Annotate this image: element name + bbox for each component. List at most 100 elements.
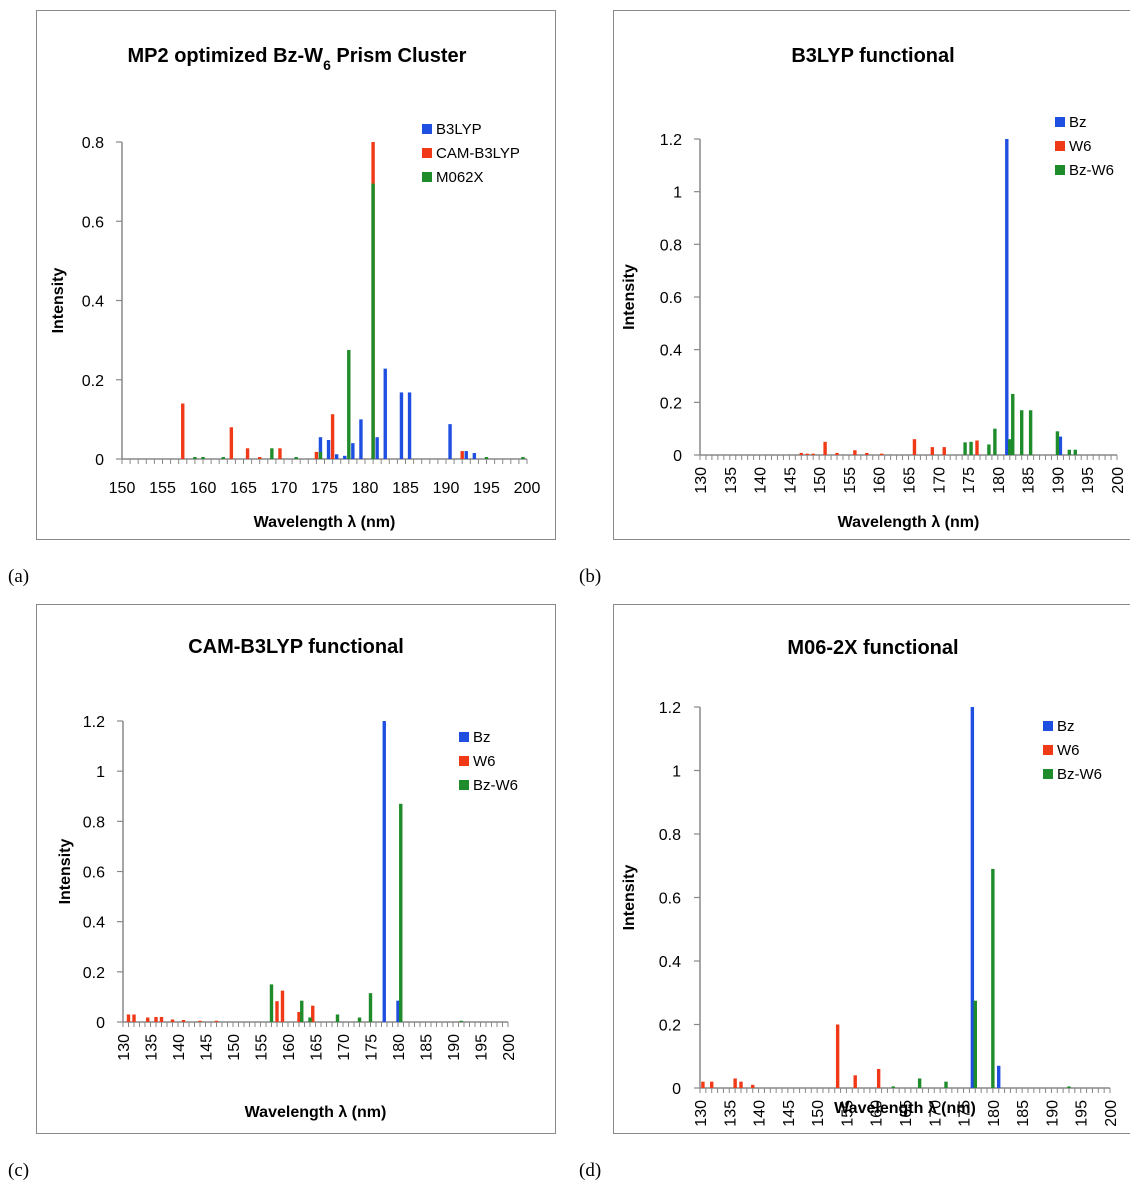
chart-c-legend-swatch xyxy=(459,732,469,742)
chart-c-bar-w6 xyxy=(126,1014,131,1022)
chart-d-bar-w6 xyxy=(876,1068,881,1088)
chart-d-bar-w6 xyxy=(835,1024,840,1088)
chart-c-x-tick-label: 180 xyxy=(391,1034,408,1061)
chart-b-y-tick-label: 0 xyxy=(673,448,682,465)
chart-a-bar-b3lyp xyxy=(383,368,387,459)
chart-b-bar-bz-w6 xyxy=(969,441,973,455)
chart-c-title: CAM-B3LYP functional xyxy=(188,636,404,658)
chart-c-bar-w6 xyxy=(297,1011,301,1022)
chart-c-bar-w6 xyxy=(280,990,285,1022)
chart-c-x-tick-label: 175 xyxy=(364,1034,381,1061)
chart-d-bar-bz xyxy=(970,707,975,1088)
chart-d-title: M06-2X functional xyxy=(787,637,958,659)
chart-a-bar-m062x xyxy=(521,457,525,459)
chart-c-bar-w6 xyxy=(132,1014,136,1022)
chart-b-bar-w6 xyxy=(942,447,946,455)
chart-a-bar-m062x xyxy=(221,457,225,459)
chart-a-y-tick-label: 0.2 xyxy=(82,373,104,390)
chart-d-x-tick-label: 130 xyxy=(693,1100,710,1127)
chart-b-bar-bz-w6 xyxy=(1019,410,1024,455)
chart-b-bar-w6 xyxy=(879,453,884,455)
chart-a-x-tick-label: 160 xyxy=(190,480,217,497)
chart-b-bar-bz-w6 xyxy=(963,442,967,455)
chart-a-title: MP2 optimized Bz-W6 Prism Cluster xyxy=(128,45,467,73)
panel-label-d: (d) xyxy=(579,1160,602,1181)
chart-b-bar-bz xyxy=(1005,139,1009,455)
chart-a-legend-label: B3LYP xyxy=(436,121,482,138)
chart-c-bar-bz-w6 xyxy=(357,1017,362,1022)
chart-c-bar-bz xyxy=(396,1000,400,1022)
chart-c-bar-w6 xyxy=(311,1005,315,1022)
chart-c-x-tick-label: 140 xyxy=(171,1034,188,1061)
chart-b-bar-bz-w6 xyxy=(1011,393,1015,455)
chart-a-bar-m062x xyxy=(294,457,298,459)
chart-d-x-tick-label: 165 xyxy=(898,1100,915,1127)
chart-b-bar-bz-w6 xyxy=(993,428,997,455)
chart-d-y-tick-label: 1 xyxy=(672,764,681,781)
chart-a-bar-cam-b3lyp xyxy=(181,403,185,459)
chart-b-x-tick-label: 145 xyxy=(782,467,799,494)
chart-d-y-tick-label: 0.2 xyxy=(659,1018,681,1035)
chart-d-x-tick-label: 155 xyxy=(839,1100,856,1127)
chart-d-x-label: Wavelength λ (nm) xyxy=(834,1100,976,1117)
chart-b-y-tick-label: 0.4 xyxy=(660,343,682,360)
chart-c-bar-w6 xyxy=(181,1019,186,1022)
chart-b-legend-swatch xyxy=(1055,117,1065,127)
chart-c-bar-bz-w6 xyxy=(459,1020,463,1022)
chart-d-legend-label: Bz-W6 xyxy=(1057,766,1102,783)
chart-d-x-tick-label: 170 xyxy=(927,1100,944,1127)
chart-d-y-tick-label: 0.8 xyxy=(659,827,681,844)
chart-a-bar-m062x xyxy=(484,457,489,459)
chart-a-bar-b3lyp xyxy=(343,455,347,459)
chart-a-legend-label: CAM-B3LYP xyxy=(436,145,520,162)
chart-b-bar-bz-w6 xyxy=(1055,431,1060,455)
chart-c-x-tick-label: 165 xyxy=(309,1034,326,1061)
chart-panel-b xyxy=(613,10,1130,540)
chart-b-x-tick-label: 190 xyxy=(1050,467,1067,494)
chart-a-legend-swatch xyxy=(422,172,432,182)
chart-c-bar-bz-w6 xyxy=(300,1000,304,1022)
chart-d-bar-bz-w6 xyxy=(891,1086,895,1088)
panel-label-a: (a) xyxy=(8,566,30,587)
chart-c-bar-bz-w6 xyxy=(308,1017,312,1022)
chart-d-bar-w6 xyxy=(701,1081,705,1088)
chart-b-x-tick-label: 130 xyxy=(693,467,710,494)
chart-a-bar-cam-b3lyp xyxy=(245,448,250,459)
chart-d-y-tick-label: 0.6 xyxy=(659,891,681,908)
chart-a-x-tick-label: 165 xyxy=(230,480,257,497)
chart-a-x-tick-label: 195 xyxy=(473,480,500,497)
chart-a-bar-m062x xyxy=(201,457,205,459)
chart-b-bar-w6 xyxy=(853,450,857,455)
chart-d-bar-bz-w6 xyxy=(1067,1086,1071,1088)
chart-a-bar-b3lyp xyxy=(375,437,379,459)
chart-b-x-tick-label: 135 xyxy=(723,467,740,494)
chart-a-bar-m062x xyxy=(318,451,323,459)
chart-d-y-tick-label: 1.2 xyxy=(659,700,681,717)
chart-c-x-tick-label: 150 xyxy=(226,1034,243,1061)
chart-a-x-tick-label: 200 xyxy=(514,480,541,497)
chart-b-bar-bz-w6 xyxy=(1073,449,1077,455)
chart-d-x-tick-label: 140 xyxy=(752,1100,769,1127)
chart-c-y-tick-label: 1 xyxy=(96,764,105,781)
chart-d-bar-bz-w6 xyxy=(973,1000,977,1088)
chart-c-legend-swatch xyxy=(459,780,469,790)
chart-a-x-tick-label: 150 xyxy=(109,480,136,497)
chart-b-legend-label: Bz xyxy=(1069,114,1087,131)
chart-a-legend-label: M062X xyxy=(436,169,484,186)
chart-c-bar-w6 xyxy=(154,1016,158,1022)
chart-c-bar-w6 xyxy=(170,1019,175,1022)
chart-a-y-tick-label: 0.4 xyxy=(82,294,104,311)
chart-b-bar-bz xyxy=(1058,436,1063,455)
chart-b-legend-swatch xyxy=(1055,141,1065,151)
chart-b-x-label: Wavelength λ (nm) xyxy=(838,514,980,531)
chart-b-bar-w6 xyxy=(823,441,827,455)
chart-b-x-tick-label: 195 xyxy=(1080,467,1097,494)
chart-a-bar-m062x xyxy=(270,448,274,459)
chart-a-bar-b3lyp xyxy=(399,392,404,459)
chart-b-bar-w6 xyxy=(835,452,839,455)
chart-d-bar-w6 xyxy=(739,1081,743,1088)
chart-d-bar-w6 xyxy=(751,1084,755,1088)
chart-c-y-tick-label: 0.4 xyxy=(83,915,105,932)
chart-d-y-tick-label: 0.4 xyxy=(659,954,681,971)
